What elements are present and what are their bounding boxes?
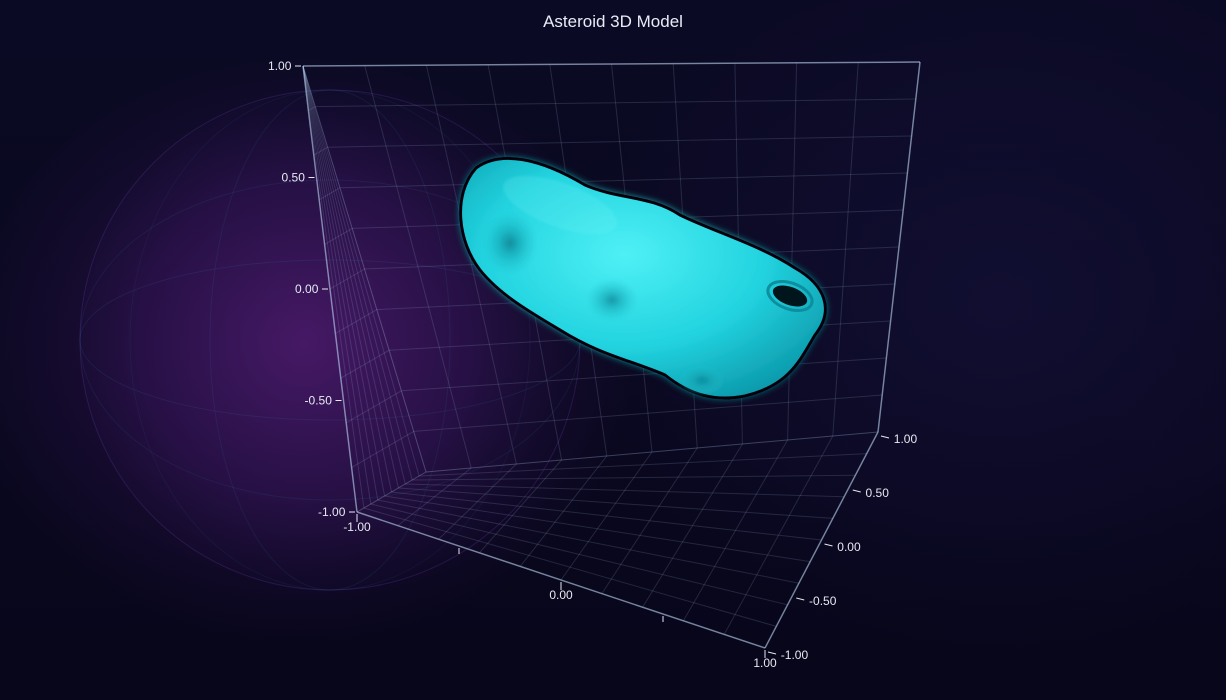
z-tick-label: 1.00: [894, 432, 918, 446]
grid-line: [425, 431, 879, 473]
grid-line: [601, 447, 698, 594]
grid-line: [384, 495, 811, 563]
z-tick-label-mark: [852, 489, 861, 493]
x-axis-line: [356, 511, 766, 649]
grid-line: [302, 65, 399, 489]
grid-line: [302, 65, 379, 501]
grid-line: [345, 390, 402, 424]
grid-line: [398, 487, 833, 519]
grid-line: [324, 227, 353, 245]
z-tick-label: -1.00: [781, 648, 809, 662]
y-tick-label: 0.50: [282, 171, 306, 185]
grid-line: [313, 146, 328, 156]
z-tick-label: 0.00: [837, 540, 861, 554]
grid-line: [364, 65, 472, 469]
grid-line: [405, 483, 845, 498]
grid-line: [302, 65, 392, 493]
grid-line: [425, 65, 517, 465]
grid-line: [723, 435, 834, 635]
grid-line: [397, 467, 472, 526]
grid-line: [377, 499, 799, 584]
grid-line: [412, 474, 856, 481]
z-tick-label-mark: [824, 543, 833, 547]
grid-line: [642, 443, 743, 608]
grid-line: [363, 507, 777, 627]
grid-line: [302, 65, 386, 497]
x-tick-label: 0.00: [549, 588, 573, 602]
y-tick-label: -0.50: [305, 394, 333, 408]
grid-line: [339, 172, 908, 189]
grid-line: [370, 503, 788, 606]
chart-title: Asteroid 3D Model: [543, 12, 683, 31]
grid-line: [413, 394, 883, 432]
z-tick-label-mark: [767, 651, 777, 655]
grid-line: [302, 65, 427, 473]
grid-line: [560, 451, 653, 581]
grid-line: [340, 349, 390, 379]
axis-ticks: 1.000.500.00-0.50-1.00-1.000.001.001.000…: [268, 59, 917, 670]
grid-line: [335, 309, 378, 335]
grid-line: [302, 65, 406, 485]
grid-line: [302, 65, 427, 473]
grid-line: [391, 491, 822, 541]
grid-line: [302, 65, 372, 505]
top-edge: [302, 61, 921, 67]
grid-line: [519, 455, 608, 567]
grid-line: [327, 135, 912, 148]
grid-line: [419, 453, 867, 477]
x-tick-label: -1.00: [343, 520, 371, 534]
grid-line: [302, 65, 365, 509]
z-tick-label-mark: [796, 597, 805, 601]
z-tick-label: 0.50: [866, 486, 890, 500]
grid-line: [787, 62, 798, 441]
x-tick-label: 1.00: [753, 656, 777, 670]
grid-line: [356, 471, 427, 513]
grid-line: [302, 65, 413, 481]
grid-line: [315, 98, 916, 108]
right-edge: [877, 61, 921, 433]
grid-line: [682, 439, 789, 622]
z-tick-label-mark: [880, 435, 890, 439]
grid-line: [351, 430, 414, 468]
grid-line: [438, 463, 517, 540]
grid-line: [329, 268, 365, 290]
z-axis-line: [764, 431, 879, 649]
grid-line: [425, 431, 879, 473]
y-tick-label: 1.00: [268, 59, 292, 73]
y-tick-label: -1.00: [318, 505, 346, 519]
grid-line: [832, 62, 859, 437]
chart-frame: [302, 61, 921, 649]
grid-line: [318, 187, 341, 201]
grid-line: [308, 106, 316, 112]
y-axis-line: [302, 65, 358, 513]
z-tick-label: -0.50: [809, 594, 837, 608]
grid-line: [479, 459, 562, 554]
grid-line: [302, 65, 420, 477]
grid-line: [356, 471, 427, 513]
grid-line: [401, 357, 887, 392]
y-tick-label: 0.00: [295, 282, 319, 296]
asteroid-surface[interactable]: [459, 156, 827, 400]
